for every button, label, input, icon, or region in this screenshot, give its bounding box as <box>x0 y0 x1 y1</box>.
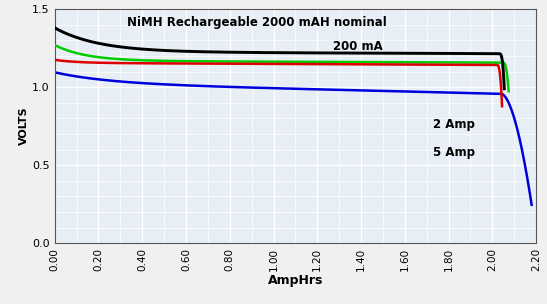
Text: 200 mA: 200 mA <box>333 40 383 53</box>
Y-axis label: VOLTS: VOLTS <box>20 107 30 146</box>
Text: NiMH Rechargeable 2000 mAH nominal: NiMH Rechargeable 2000 mAH nominal <box>127 16 387 29</box>
X-axis label: AmpHrs: AmpHrs <box>267 274 323 287</box>
Text: 2 Amp: 2 Amp <box>433 118 475 131</box>
Text: 5 Amp: 5 Amp <box>433 146 475 159</box>
